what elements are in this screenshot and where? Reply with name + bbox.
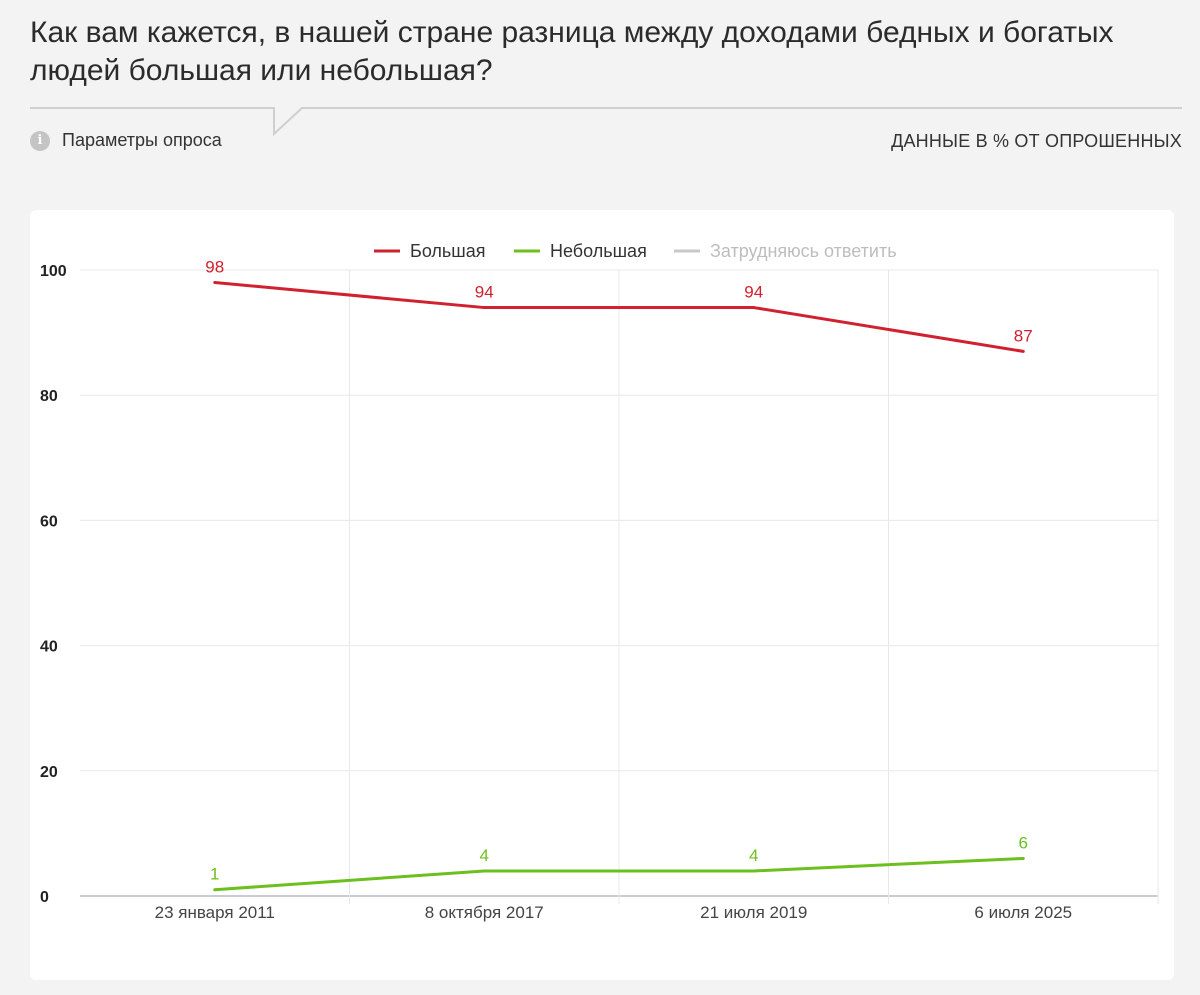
data-point	[1021, 856, 1025, 860]
header-divider	[30, 107, 1182, 137]
y-tick-label: 80	[40, 388, 58, 405]
series-line	[214, 856, 1024, 892]
chart-card: 0 20 40 60 80 100 23 января 2011 8 октября 2017…	[30, 210, 1174, 980]
legend-label: Затрудняюсь ответить	[710, 241, 897, 261]
survey-params-link[interactable]: i Параметры опроса	[30, 130, 222, 151]
data-label: 6	[1019, 833, 1028, 852]
data-point	[1021, 349, 1025, 353]
y-tick-label: 100	[40, 263, 67, 280]
y-tick-label: 40	[40, 639, 58, 656]
y-tick-label: 60	[40, 513, 58, 530]
data-label: 94	[744, 283, 763, 302]
y-tick-label: 0	[40, 889, 49, 906]
data-point	[752, 306, 756, 310]
series-line	[214, 281, 1024, 353]
data-label: 87	[1014, 326, 1033, 345]
x-tick-label: 23 января 2011	[155, 903, 275, 922]
data-point	[752, 869, 756, 873]
line-chart: 0 20 40 60 80 100 23 января 2011 8 октября 2017…	[40, 241, 1159, 922]
data-label: 98	[205, 258, 224, 277]
info-icon: i	[30, 130, 50, 151]
x-tick-label: 6 июля 2025	[974, 903, 1072, 922]
legend-label: Большая	[410, 241, 486, 261]
data-point	[213, 888, 217, 892]
units-label: ДАННЫЕ В % ОТ ОПРОШЕННЫХ	[891, 131, 1182, 151]
page-title: Как вам кажется, в нашей стране разница …	[30, 16, 1114, 87]
data-label: 4	[480, 846, 489, 865]
data-point	[213, 281, 217, 285]
data-point	[482, 306, 486, 310]
data-point	[482, 869, 486, 873]
y-tick-label: 20	[40, 764, 58, 781]
survey-params-label: Параметры опроса	[62, 130, 222, 150]
x-tick-label: 21 июля 2019	[700, 903, 807, 922]
data-label: 1	[210, 865, 219, 884]
data-label: 4	[749, 846, 758, 865]
x-tick-label: 8 октября 2017	[425, 903, 544, 922]
legend-label: Небольшая	[550, 241, 647, 261]
data-label: 94	[475, 283, 494, 302]
